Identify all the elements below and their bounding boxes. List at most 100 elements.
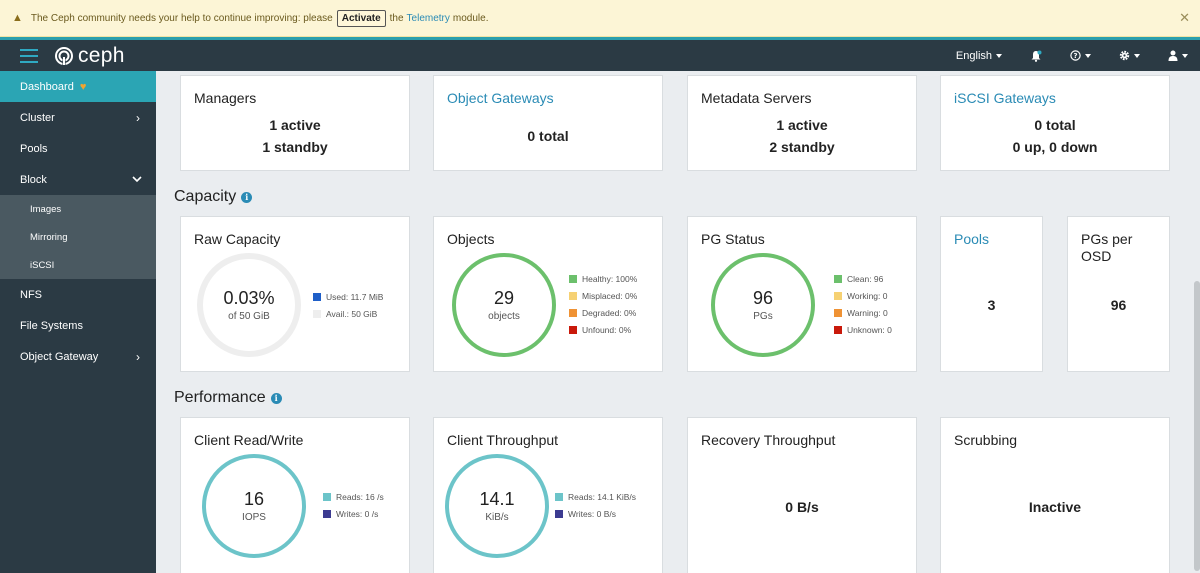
scrubbing-card: Scrubbing Inactive xyxy=(940,417,1170,573)
recovery-throughput-value: 0 B/s xyxy=(785,499,819,515)
sidebar-item-dashboard[interactable]: Dashboard ♥ xyxy=(0,71,156,102)
object-gateways-total: 0 total xyxy=(527,128,569,144)
activate-button[interactable]: Activate xyxy=(336,9,386,27)
card-values: 0 total xyxy=(434,125,662,147)
legend-item: Degraded: 0% xyxy=(569,304,637,321)
mds-active: 1 active xyxy=(776,117,828,133)
section-title-text: Capacity xyxy=(174,188,237,205)
language-label: English xyxy=(955,49,992,62)
sidebar-item-object-gateway[interactable]: Object Gateway › xyxy=(0,341,156,372)
legend-label: Reads: 14.1 KiB/s xyxy=(568,491,637,502)
card-values: 0 total 0 up, 0 down xyxy=(941,114,1169,158)
card-title: Metadata Servers xyxy=(701,90,812,106)
client-throughput-legend: Reads: 14.1 KiB/s Writes: 0 B/s xyxy=(555,488,636,522)
sidebar-item-label: Cluster xyxy=(20,111,55,124)
legend-item: Warning: 0 xyxy=(834,304,892,321)
sidebar-item-pools[interactable]: Pools xyxy=(0,133,156,164)
card-title: Raw Capacity xyxy=(194,231,281,247)
legend-label: Unknown: 0 xyxy=(847,324,892,335)
warning-icon: ▲ xyxy=(12,12,23,24)
menu-toggle-icon[interactable] xyxy=(20,48,38,63)
ceph-logo-icon xyxy=(55,46,73,65)
card-title: Objects xyxy=(447,231,495,247)
client-read-write-donut: 16 IOPS xyxy=(202,454,306,558)
donut-value: 14.1 xyxy=(479,489,515,509)
legend-item: Clean: 96 xyxy=(834,270,892,287)
pools-link[interactable]: Pools xyxy=(954,231,990,247)
raw-capacity-legend: Used: 11.7 MiB Avail.: 50 GiB xyxy=(313,288,383,322)
sidebar-item-block[interactable]: Block xyxy=(0,164,156,195)
language-dropdown[interactable]: English xyxy=(956,50,1002,62)
heart-icon: ♥ xyxy=(79,80,87,93)
user-dropdown[interactable] xyxy=(1168,50,1188,61)
telemetry-alert: ▲ The Ceph community needs your help to … xyxy=(0,0,1200,37)
sidebar-item-label: Block xyxy=(20,173,47,186)
iscsi-gateways-link[interactable]: iSCSI Gateways xyxy=(954,90,1056,106)
metadata-servers-card: Metadata Servers 1 active 2 standby xyxy=(687,75,917,171)
legend-label: Unfound: 0% xyxy=(582,324,632,335)
managers-standby: 1 standby xyxy=(262,139,328,155)
legend-label: Clean: 96 xyxy=(847,273,884,284)
close-icon[interactable]: ✕ xyxy=(1179,10,1190,25)
sidebar-item-label: iSCSI xyxy=(30,259,55,271)
info-icon[interactable]: i xyxy=(241,191,253,203)
donut-sub: IOPS xyxy=(242,512,266,523)
legend-item: Used: 11.7 MiB xyxy=(313,288,383,305)
donut-value: 0.03% xyxy=(223,288,275,308)
client-throughput-donut: 14.1 KiB/s xyxy=(445,454,549,558)
legend-item: Writes: 0 B/s xyxy=(555,505,636,522)
logo-text: ceph xyxy=(78,43,125,67)
ceph-logo[interactable]: ceph xyxy=(54,44,125,68)
sidebar-item-nfs[interactable]: NFS xyxy=(0,279,156,310)
legend-label: Writes: 0 /s xyxy=(336,508,379,519)
donut-sub: PGs xyxy=(753,311,773,322)
card-title: Managers xyxy=(194,90,257,106)
managers-card: Managers 1 active 1 standby xyxy=(180,75,410,171)
donut-value: 96 xyxy=(752,288,774,308)
help-icon: ? xyxy=(1070,50,1081,61)
sidebar-item-file-systems[interactable]: File Systems xyxy=(0,310,156,341)
sidebar-item-iscsi[interactable]: iSCSI xyxy=(0,251,156,279)
chevron-right-icon: › xyxy=(136,110,140,125)
sidebar-item-mirroring[interactable]: Mirroring xyxy=(0,223,156,251)
pgs-per-osd-value: 96 xyxy=(1110,297,1127,313)
sidebar-item-label: File Systems xyxy=(20,319,83,332)
pgs-per-osd-card: PGs per OSD 96 xyxy=(1067,216,1170,372)
scrollbar[interactable] xyxy=(1194,281,1200,571)
help-dropdown[interactable]: ? xyxy=(1070,50,1091,61)
notifications-button[interactable] xyxy=(1030,50,1042,62)
legend-label: Avail.: 50 GiB xyxy=(326,308,378,319)
pg-status-donut: 96 PGs xyxy=(711,253,815,357)
performance-section-title: Performance i xyxy=(174,389,282,407)
sidebar: Dashboard ♥ Cluster › Pools Block Images… xyxy=(0,71,156,573)
sidebar-item-cluster[interactable]: Cluster › xyxy=(0,102,156,133)
pg-status-legend: Clean: 96 Working: 0 Warning: 0 Unknown:… xyxy=(834,270,892,338)
recovery-throughput-card: Recovery Throughput 0 B/s xyxy=(687,417,917,573)
legend-label: Warning: 0 xyxy=(847,307,888,318)
legend-item: Misplaced: 0% xyxy=(569,287,637,304)
legend-label: Working: 0 xyxy=(847,290,888,301)
legend-label: Misplaced: 0% xyxy=(582,290,638,301)
telemetry-link[interactable]: Telemetry xyxy=(406,12,450,24)
sidebar-item-images[interactable]: Images xyxy=(0,195,156,223)
info-icon[interactable]: i xyxy=(270,392,282,404)
block-submenu: Images Mirroring iSCSI xyxy=(0,195,156,279)
legend-label: Used: 11.7 MiB xyxy=(326,291,384,302)
card-values: 1 active 1 standby xyxy=(181,114,409,158)
card-title: Client Read/Write xyxy=(194,432,304,448)
iscsi-gateways-card: iSCSI Gateways 0 total 0 up, 0 down xyxy=(940,75,1170,171)
legend-label: Healthy: 100% xyxy=(582,273,638,284)
managers-active: 1 active xyxy=(269,117,321,133)
objects-card: Objects 29 objects Healthy: 100% Misplac… xyxy=(433,216,663,372)
settings-dropdown[interactable] xyxy=(1119,50,1140,61)
object-gateways-card: Object Gateways 0 total xyxy=(433,75,663,171)
object-gateways-link[interactable]: Object Gateways xyxy=(447,90,554,106)
legend-label: Degraded: 0% xyxy=(582,307,637,318)
sidebar-item-label: Object Gateway xyxy=(20,350,99,363)
legend-label: Reads: 16 /s xyxy=(336,491,384,502)
svg-text:?: ? xyxy=(1073,52,1077,60)
dashboard-main: Managers 1 active 1 standby Object Gatew… xyxy=(156,71,1200,573)
client-read-write-legend: Reads: 16 /s Writes: 0 /s xyxy=(323,488,384,522)
pg-status-card: PG Status 96 PGs Clean: 96 Working: 0 Wa… xyxy=(687,216,917,372)
mds-standby: 2 standby xyxy=(769,139,835,155)
